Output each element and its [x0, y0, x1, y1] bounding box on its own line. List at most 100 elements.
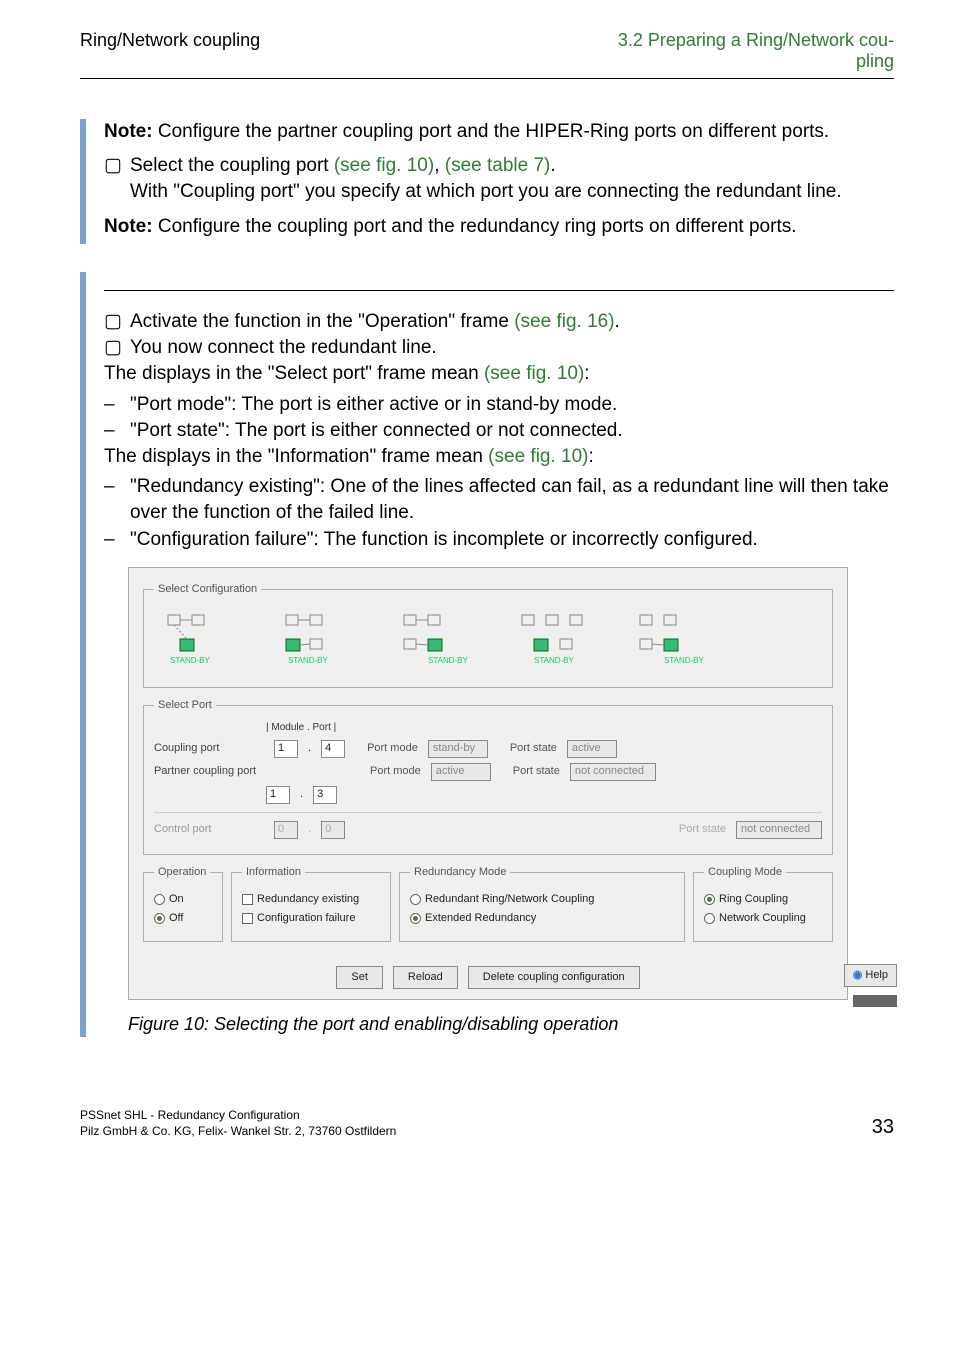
coupling-port-label: Coupling port — [154, 741, 264, 756]
config-screenshot: Select Configuration STAND-BY STAND-BY S… — [128, 567, 848, 1000]
rm-option-b[interactable]: Extended Redundancy — [410, 911, 674, 926]
note2-label: Note: — [104, 216, 153, 237]
operation-panel: Operation On Off — [143, 865, 223, 942]
set-button[interactable]: Set — [336, 966, 383, 989]
port-mode-label: Port mode — [367, 741, 418, 756]
header-left: Ring/Network coupling — [80, 30, 260, 51]
radio-icon — [154, 913, 165, 924]
select-configuration-legend: Select Configuration — [154, 582, 261, 597]
control-port-state-value: not connected — [736, 821, 822, 839]
configuration-failure-check[interactable]: Configuration failure — [242, 911, 380, 926]
checkbox-icon: ▢ — [104, 153, 130, 205]
dash-icon: – — [104, 527, 130, 553]
sep1: , — [434, 155, 445, 176]
partner-port-module-input[interactable]: 1 — [266, 786, 290, 804]
config-option-4[interactable]: STAND-BY — [516, 611, 604, 669]
coupling-port-row: Coupling port 1 . 4 Port mode stand-by P… — [154, 740, 822, 758]
header-right-2: pling — [856, 51, 894, 71]
partner-port-row: Partner coupling port Port mode active P… — [154, 763, 822, 781]
content-block-1: Note: Configure the partner coupling por… — [80, 119, 894, 244]
checkbox-icon: ▢ — [104, 335, 130, 361]
see-fig-10-link[interactable]: (see fig. 10) — [334, 155, 434, 176]
coupling-port-mode-value: stand-by — [428, 740, 488, 758]
control-port-module-input: 0 — [274, 821, 298, 839]
content-block-2: ▢ Activate the function in the "Operatio… — [80, 272, 894, 1037]
dash-icon: – — [104, 392, 130, 418]
help-icon: ◉ — [853, 968, 863, 983]
footer-address: Pilz GmbH & Co. KG, Felix- Wankel Str. 2… — [80, 1123, 396, 1139]
partner-port-port-input[interactable]: 3 — [313, 786, 337, 804]
corner-box — [853, 995, 897, 1007]
see-fig-10-link-2[interactable]: (see fig. 10) — [484, 363, 584, 384]
coupling-mode-panel: Coupling Mode Ring Coupling Network Coup… — [693, 865, 833, 942]
coupling-mode-legend: Coupling Mode — [704, 865, 786, 880]
control-port-row: Control port 0 . 0 Port state not connec… — [154, 821, 822, 839]
port-state-label-3: Port state — [679, 822, 726, 837]
radio-icon — [154, 894, 165, 905]
activate-end: . — [615, 311, 620, 332]
port-divider — [154, 812, 822, 813]
mid-rule — [104, 290, 894, 291]
ps-line: "Port state": The port is either connect… — [130, 418, 623, 444]
svg-text:STAND-BY: STAND-BY — [170, 656, 211, 665]
red1-line: "Redundancy existing": One of the lines … — [130, 474, 894, 526]
cm-option-a[interactable]: Ring Coupling — [704, 892, 822, 907]
disp2-end: : — [589, 446, 594, 467]
module-port-header: | Module . Port | — [266, 721, 822, 735]
rm-option-a[interactable]: Redundant Ring/Network Coupling — [410, 892, 674, 907]
redundancy-existing-check[interactable]: Redundancy existing — [242, 892, 380, 907]
operation-off-radio[interactable]: Off — [154, 911, 212, 926]
select-end: . — [550, 155, 555, 176]
checkbox-icon — [242, 913, 253, 924]
radio-icon — [410, 894, 421, 905]
help-button[interactable]: ◉Help — [844, 964, 897, 987]
note1-label: Note: — [104, 121, 153, 142]
page-footer: PSSnet SHL - Redundancy Configuration Pi… — [80, 1107, 894, 1139]
partner-port-label: Partner coupling port — [154, 764, 264, 779]
disp1-a: The displays in the "Select port" frame … — [104, 363, 484, 384]
operation-on-radio[interactable]: On — [154, 892, 212, 907]
information-legend: Information — [242, 865, 305, 880]
button-row: Set Reload Delete coupling configuration — [143, 966, 833, 989]
select-body: With "Coupling port" you specify at whic… — [130, 181, 842, 202]
cm-option-b[interactable]: Network Coupling — [704, 911, 822, 926]
reload-button[interactable]: Reload — [393, 966, 458, 989]
disp1-end: : — [584, 363, 589, 384]
page-number: 33 — [872, 1116, 894, 1139]
bottom-panels-row: Operation On Off Information Redundancy … — [143, 865, 833, 952]
see-fig-16-link[interactable]: (see fig. 16) — [514, 311, 614, 332]
see-fig-10-link-3[interactable]: (see fig. 10) — [488, 446, 588, 467]
config-option-5[interactable]: STAND-BY — [634, 611, 722, 669]
coupling-port-state-value: active — [567, 740, 617, 758]
left-accent-bar — [80, 119, 86, 244]
header-rule — [80, 78, 894, 79]
dash-icon: – — [104, 474, 130, 526]
config-icons-row: STAND-BY STAND-BY STAND-BY STAND-BY STAN… — [154, 605, 822, 677]
port-state-label-2: Port state — [513, 764, 560, 779]
port-state-label: Port state — [510, 741, 557, 756]
activate-text: Activate the function in the "Operation"… — [130, 311, 514, 332]
delete-config-button[interactable]: Delete coupling configuration — [468, 966, 640, 989]
partner-port-state-value: not connected — [570, 763, 656, 781]
config-option-3[interactable]: STAND-BY — [398, 611, 486, 669]
select-port-legend: Select Port — [154, 698, 216, 713]
coupling-port-module-input[interactable]: 1 — [274, 740, 298, 758]
operation-legend: Operation — [154, 865, 210, 880]
connect-line: You now connect the redundant line. — [130, 335, 437, 361]
note2-text: Configure the coupling port and the redu… — [153, 216, 797, 237]
select-configuration-panel: Select Configuration STAND-BY STAND-BY S… — [143, 582, 833, 688]
note1-text: Configure the partner coupling port and … — [153, 121, 830, 142]
header-right: 3.2 Preparing a Ring/Network cou- pling — [618, 30, 894, 72]
see-table-7-link[interactable]: (see table 7) — [445, 155, 551, 176]
svg-text:STAND-BY: STAND-BY — [664, 656, 705, 665]
redundancy-mode-legend: Redundancy Mode — [410, 865, 510, 880]
config-option-2[interactable]: STAND-BY — [280, 611, 368, 669]
config-option-1[interactable]: STAND-BY — [162, 611, 250, 669]
figure-caption: Figure 10: Selecting the port and enabli… — [128, 1012, 894, 1037]
coupling-port-port-input[interactable]: 4 — [321, 740, 345, 758]
control-port-label: Control port — [154, 822, 264, 837]
pm-line: "Port mode": The port is either active o… — [130, 392, 617, 418]
svg-text:STAND-BY: STAND-BY — [288, 656, 329, 665]
information-panel: Information Redundancy existing Configur… — [231, 865, 391, 942]
checkbox-icon — [242, 894, 253, 905]
